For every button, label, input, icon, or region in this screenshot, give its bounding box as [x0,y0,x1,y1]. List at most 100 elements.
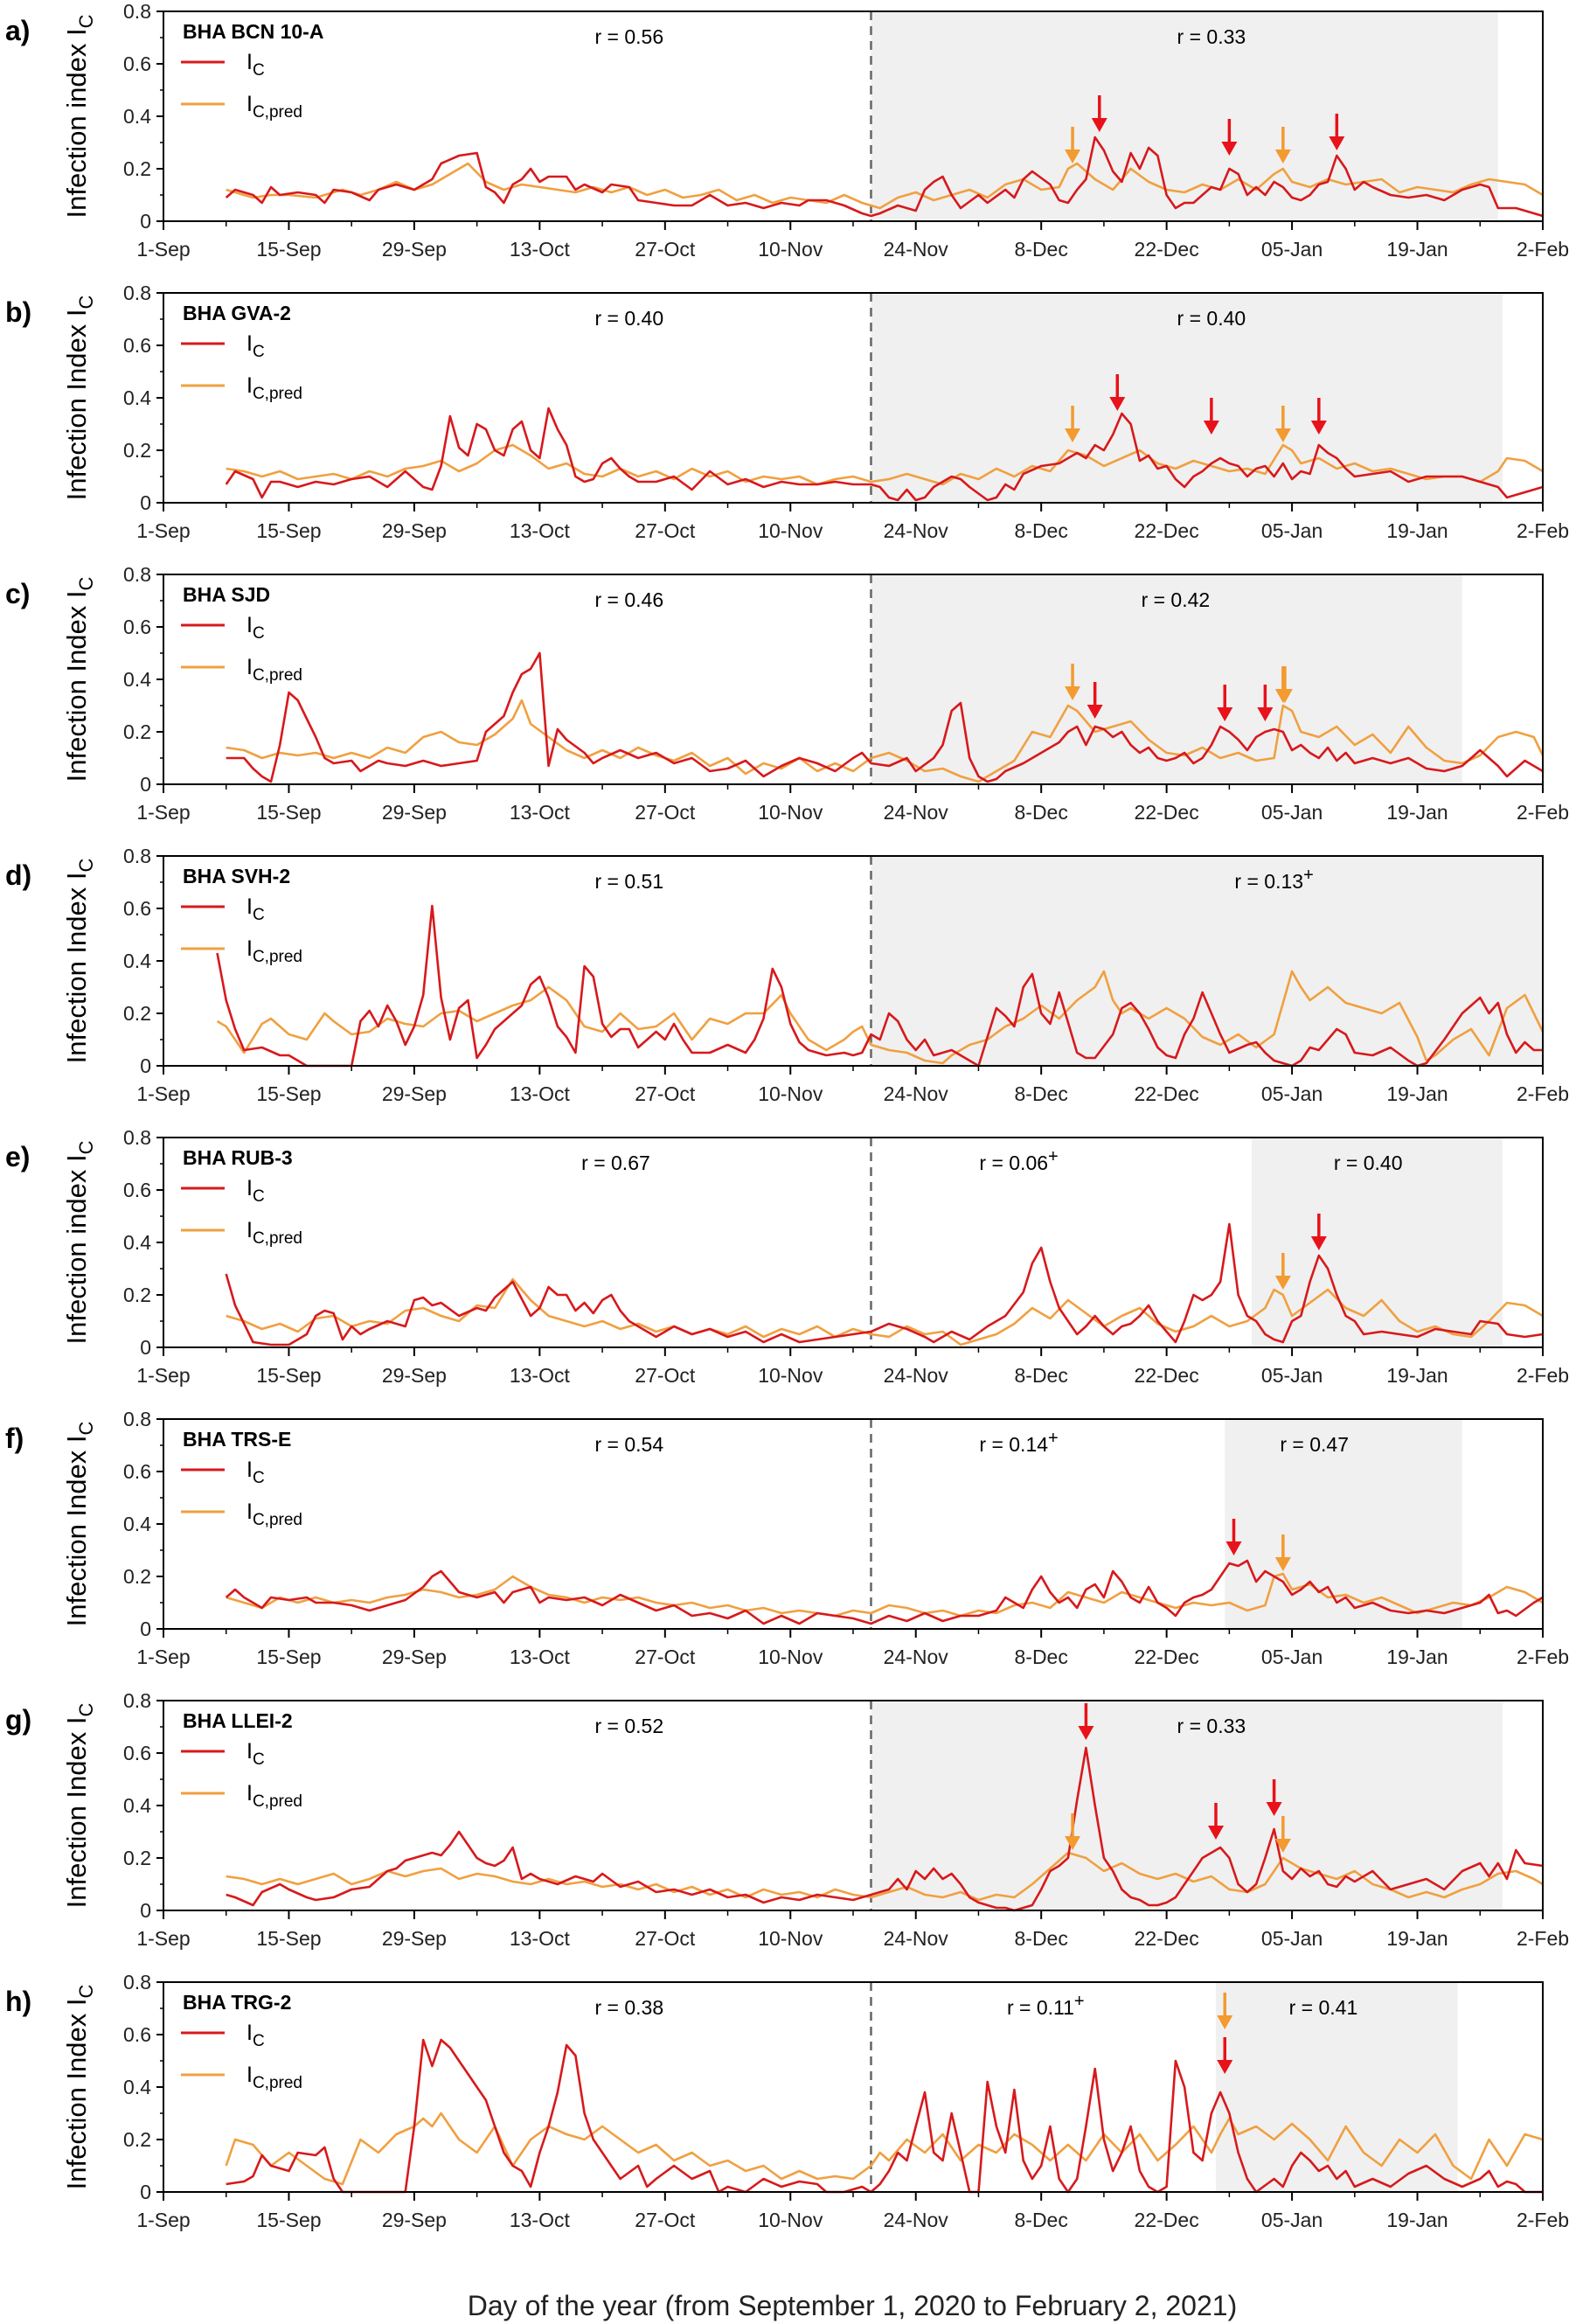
station-name: BHA SJD [183,583,270,606]
y-tick-label: 0.2 [123,2128,151,2151]
correlation-label: r = 0.52 [595,1715,664,1737]
y-tick-label: 0.2 [123,1847,151,1869]
x-tick-label: 2-Feb [1517,1082,1569,1105]
correlation-label: r = 0.40 [595,307,664,330]
y-axis-title-sub: C [75,859,97,873]
peak-arrow-red [1109,374,1126,411]
legend-label-observed: IC [246,613,265,643]
arrow-head [1221,142,1238,156]
series-line-observed [216,904,1543,1068]
legend-label-predicted: IC,pred [246,1499,302,1529]
panel-6: 0 0.2 0.4 0.6 0.8 1-Sep 15-Sep 29-Sep 13-Oct 27-O… [5,1689,1569,1950]
x-tick-label: 05-Jan [1261,1927,1323,1950]
x-tick-label: 2-Feb [1517,1364,1569,1387]
peak-arrow-orange [1274,1253,1291,1290]
x-tick-label: 2-Feb [1517,1927,1569,1950]
peak-arrow-orange [1065,1813,1081,1850]
peak-arrow-orange [1065,664,1081,700]
station-name: BHA GVA-2 [183,302,291,324]
x-tick-label: 8-Dec [1015,519,1068,542]
legend-label-observed: IC [246,50,265,80]
legend-label-observed: IC [246,331,265,361]
x-tick-label: 10-Nov [758,801,823,824]
x-tick-label: 8-Dec [1015,1364,1068,1387]
arrow-head [1274,150,1291,164]
y-tick-label: 0.8 [123,282,151,304]
x-tick-label: 1-Sep [136,1082,190,1105]
series-line-predicted [216,970,1545,1065]
y-tick-label: 0 [140,210,151,233]
panel-4: 0 0.2 0.4 0.6 0.8 1-Sep 15-Sep 29-Sep 13-Oct 27-O… [5,1126,1569,1387]
panel-label: d) [5,859,31,891]
y-axis-title-main: Infection Index I [61,310,92,501]
y-tick-label: 0.6 [123,1742,151,1764]
correlation-label: r = 0.38 [595,1996,664,2019]
y-tick-label: 0.2 [123,157,151,180]
x-tick-label: 22-Dec [1135,801,1199,824]
x-tick-label: 05-Jan [1261,1646,1323,1668]
x-tick-label: 24-Nov [884,2209,949,2231]
peak-arrow-red [1266,1779,1282,1816]
x-tick-label: 8-Dec [1015,1927,1068,1950]
series-line-predicted [226,1277,1544,1346]
x-tick-label: 8-Dec [1015,1082,1068,1105]
arrow-head [1276,689,1293,703]
series-line-observed [225,136,1544,218]
x-tick-label: 1-Sep [136,1364,190,1387]
x-tick-label: 15-Sep [256,519,321,542]
x-tick-label: 10-Nov [758,519,823,542]
y-tick-label: 0.2 [123,439,151,462]
x-tick-label: 05-Jan [1261,519,1323,542]
arrow-head [1087,705,1103,719]
y-axis-title: Infection Index IC [61,1422,97,1627]
legend-label-observed: IC [246,1458,265,1487]
x-tick-label: 29-Sep [382,1646,447,1668]
x-tick-label: 13-Oct [510,1082,571,1105]
peak-arrow-red [1310,398,1327,435]
x-tick-label: 05-Jan [1261,1364,1323,1387]
panel-label: h) [5,1986,31,2017]
y-tick-label: 0 [140,1054,151,1077]
peak-arrow-red [1221,119,1238,156]
shaded-period [1251,1138,1503,1347]
peak-arrow-orange [1276,666,1293,703]
x-tick-label: 27-Oct [635,1927,696,1950]
panel-7: 0 0.2 0.4 0.6 0.8 1-Sep 15-Sep 29-Sep 13-Oct 27-O… [5,1971,1569,2231]
x-tick-label: 22-Dec [1135,238,1199,261]
legend-label-predicted: IC,pred [246,373,302,403]
y-tick-label: 0.6 [123,1460,151,1483]
legend-label-predicted: IC,pred [246,1218,302,1248]
panel-label: g) [5,1704,31,1736]
x-tick-label: 24-Nov [884,238,949,261]
x-tick-label: 29-Sep [382,1364,447,1387]
peak-arrow-orange [1274,406,1291,442]
peak-arrow-red [1225,1519,1242,1555]
x-tick-label: 27-Oct [635,801,696,824]
x-tick-label: 2-Feb [1517,1646,1569,1668]
x-tick-label: 24-Nov [884,801,949,824]
legend-label-predicted: IC,pred [246,936,302,966]
arrow-head [1065,1836,1081,1850]
series-line-observed [225,1222,1544,1346]
series-line-observed [226,2038,1543,2194]
series-line-observed [225,407,1544,502]
y-axis-title-main: Infection Index I [61,1717,92,1909]
station-name: BHA RUB-3 [183,1146,293,1169]
y-axis-title: Infection Index IC [61,296,97,501]
correlation-label: r = 0.56 [595,25,664,48]
x-tick-label: 19-Jan [1386,1646,1448,1668]
series-line-predicted [226,162,1544,210]
correlation-label: r = 0.47 [1280,1433,1349,1456]
arrow-head [1274,1557,1291,1571]
legend-label-observed: IC [246,2021,265,2050]
peak-arrow-red [1091,95,1107,132]
y-tick-label: 0.8 [123,563,151,586]
peak-arrow-red [1217,2037,1233,2074]
x-tick-label: 27-Oct [635,2209,696,2231]
y-axis-title: Infection index IC [61,14,97,218]
x-tick-label: 15-Sep [256,1364,321,1387]
legend-label-observed: IC [246,1176,265,1206]
x-tick-label: 24-Nov [884,1927,949,1950]
correlation-label: r = 0.51 [595,870,664,893]
x-tick-label: 19-Jan [1386,1927,1448,1950]
